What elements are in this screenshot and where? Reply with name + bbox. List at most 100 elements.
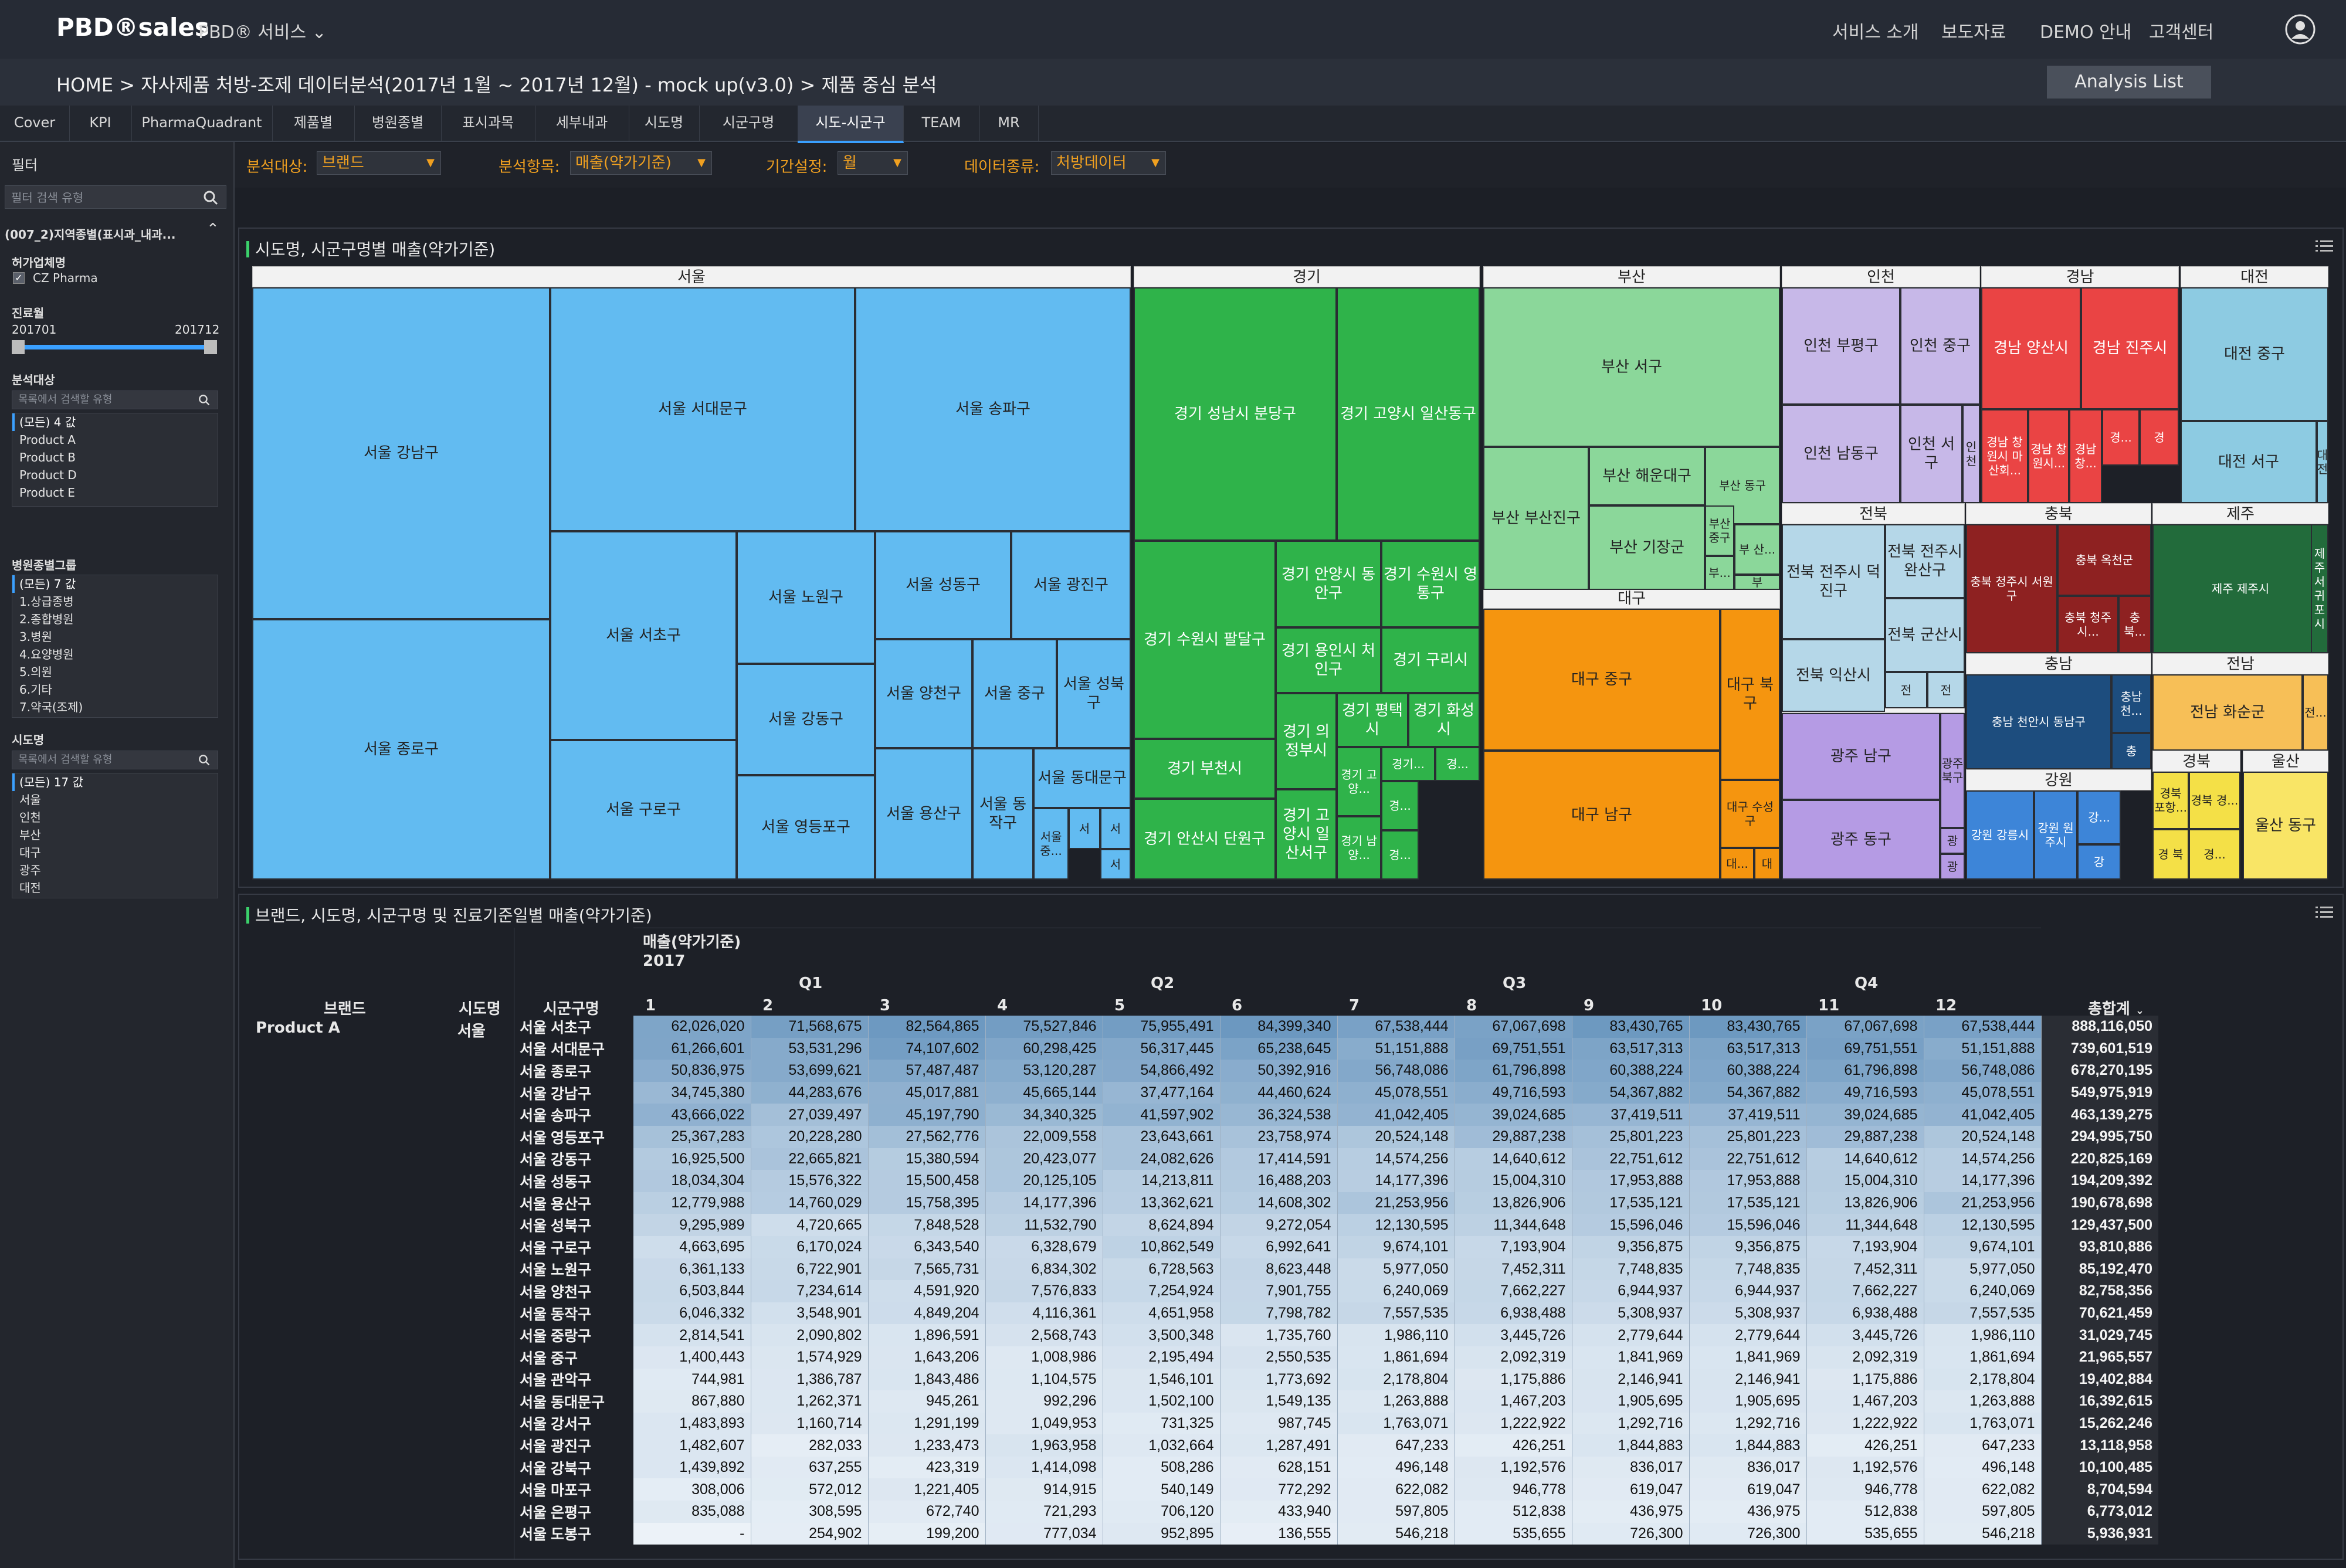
treemap-cell[interactable]: 충 <box>2111 733 2151 769</box>
tab-pharmaquadrant[interactable]: PharmaQuadrant <box>131 106 273 141</box>
treemap-cell[interactable]: 경기 부천시 <box>1134 739 1276 799</box>
target-item-all[interactable]: (모든) 4 값 <box>12 413 218 431</box>
treemap-cell[interactable]: 서울 영등포구 <box>737 775 875 880</box>
treemap-cell[interactable]: 대전 중구 <box>2181 287 2328 421</box>
target-item[interactable]: Product B <box>19 450 76 464</box>
treemap-cell[interactable]: 경남 진주시 <box>2081 287 2179 409</box>
menu-icon[interactable] <box>2316 905 2333 918</box>
treemap-cell[interactable]: 서울 광진구 <box>1011 531 1131 639</box>
treemap-cell[interactable]: 대 <box>1754 848 1780 880</box>
treemap-cell[interactable]: 경기 화성시 <box>1408 693 1480 747</box>
treemap-cell[interactable]: 충북 옥천군 <box>2057 524 2151 596</box>
treemap-cell[interactable]: 서울 양천구 <box>875 639 972 748</box>
treemap-cell[interactable]: 경기 의정부시 <box>1276 693 1337 789</box>
treemap-cell[interactable]: 강 <box>2077 844 2121 880</box>
total-header[interactable]: 총합계 ⌄ <box>2088 997 2144 1019</box>
tab-internal-med[interactable]: 세부내과 <box>535 106 629 141</box>
tab-mr[interactable]: MR <box>979 106 1039 141</box>
search-icon[interactable] <box>203 190 218 205</box>
treemap-cell[interactable]: 광주 북구 <box>1940 713 1965 828</box>
treemap-cell[interactable]: 서울 동대문구 <box>1033 748 1131 808</box>
hospital-group-item[interactable]: 7.약국(조제) <box>19 700 83 714</box>
sido-item[interactable]: 인천 <box>19 810 41 824</box>
treemap-cell[interactable]: 경기 수원시 팔달구 <box>1134 541 1276 739</box>
treemap-cell[interactable]: 서울 서대문구 <box>550 287 855 531</box>
nav-support[interactable]: 고객센터 <box>2149 22 2214 43</box>
treemap-cell[interactable]: 전북 전주시 완산구 <box>1885 524 1965 598</box>
treemap-cell[interactable]: 전북 익산시 <box>1782 639 1885 712</box>
treemap-cell[interactable]: 서 <box>1069 808 1100 849</box>
treemap-cell[interactable]: 대... <box>1720 848 1754 880</box>
treemap-cell[interactable]: 경기 수원시 영통구 <box>1381 541 1480 627</box>
menu-icon[interactable] <box>2316 239 2333 252</box>
treemap-cell[interactable]: 서울 서초구 <box>550 531 737 740</box>
nav-service-intro[interactable]: 서비스 소개 <box>1832 22 1919 43</box>
tab-cover[interactable]: Cover <box>0 106 70 141</box>
tab-sigungu[interactable]: 시군구명 <box>699 106 798 141</box>
treemap-cell[interactable]: 대구 중구 <box>1483 609 1720 751</box>
company-checkbox[interactable]: ✓ <box>13 272 25 284</box>
treemap-cell[interactable]: 부 산... <box>1734 524 1780 575</box>
sido-item[interactable]: 대전 <box>19 881 41 895</box>
target-item[interactable]: Product A <box>19 433 76 447</box>
treemap-cell[interactable]: 전북 전주시 덕진구 <box>1782 524 1885 639</box>
treemap-cell[interactable]: 경남 창... <box>2069 409 2102 503</box>
tab-hospital-type[interactable]: 병원종별 <box>354 106 442 141</box>
hospital-group-item-all[interactable]: (모든) 7 값 <box>12 575 218 593</box>
treemap-cell[interactable]: 경 <box>2140 409 2179 466</box>
treemap-cell[interactable]: 경... <box>1381 781 1419 830</box>
treemap-cell[interactable]: 제주 제주시 <box>2152 524 2328 653</box>
analysis-list-button[interactable]: Analysis List <box>2047 66 2211 99</box>
breadcrumb[interactable]: HOME > 자사제품 처방-조제 데이터분석(2017년 1월 ~ 2017년… <box>56 74 937 96</box>
tab-sido[interactable]: 시도명 <box>629 106 700 141</box>
treemap-cell[interactable]: 부산 부산진구 <box>1483 447 1589 590</box>
collapse-icon[interactable]: ⌃ <box>206 220 219 238</box>
filter-period-select[interactable]: 월 ▼ <box>838 151 908 175</box>
treemap-cell[interactable]: 인천 남동구 <box>1782 405 1900 503</box>
treemap-cell[interactable]: 서 <box>1100 808 1131 849</box>
treemap-cell[interactable]: 경기... <box>1381 747 1435 781</box>
tab-kpi[interactable]: KPI <box>69 106 132 141</box>
treemap-cell[interactable]: 강... <box>2077 790 2121 844</box>
treemap-cell[interactable]: 서 <box>1100 849 1131 880</box>
treemap-cell[interactable]: 경기 구리시 <box>1381 627 1480 693</box>
treemap-cell[interactable]: 경기 성남시 분당구 <box>1134 287 1337 541</box>
treemap-cell[interactable]: 충북 청주시... <box>2057 596 2118 653</box>
treemap-cell[interactable]: 서울 송파구 <box>855 287 1131 531</box>
treemap-cell[interactable]: 서울 동작구 <box>972 748 1033 880</box>
treemap-cell[interactable]: 부 <box>1734 575 1780 590</box>
tab-by-product[interactable]: 제품별 <box>272 106 355 141</box>
tab-team[interactable]: TEAM <box>903 106 980 141</box>
treemap-cell[interactable]: 서울 노원구 <box>737 531 875 664</box>
target-item[interactable]: Product D <box>19 468 77 482</box>
treemap-cell[interactable]: 전남 화순군 <box>2152 674 2303 751</box>
treemap-cell[interactable]: 충남 천... <box>2111 674 2151 733</box>
treemap-cell[interactable]: 서울 중... <box>1033 808 1069 880</box>
hospital-group-item[interactable]: 6.기타 <box>19 683 52 697</box>
target-search-input[interactable]: 목록에서 검색할 유형 <box>12 391 218 409</box>
tab-sido-sigungu[interactable]: 시도-시군구 <box>798 106 904 143</box>
user-icon[interactable] <box>2285 14 2316 45</box>
treemap-cell[interactable]: 대 전 <box>2317 421 2328 503</box>
treemap-cell[interactable]: 부... <box>1705 556 1734 590</box>
treemap-cell[interactable]: 서울 강동구 <box>737 664 875 775</box>
treemap-cell[interactable]: 충남 천안시 동남구 <box>1966 674 2111 769</box>
treemap-cell[interactable]: 경기 평택시 <box>1337 693 1408 747</box>
tab-specialty[interactable]: 표시과목 <box>441 106 535 141</box>
treemap-cell[interactable]: 광 <box>1940 854 1965 880</box>
treemap-cell[interactable]: 서울 성동구 <box>875 531 1011 639</box>
treemap-cell[interactable]: 광주 남구 <box>1782 713 1940 800</box>
treemap-cell[interactable]: 경기 남양... <box>1337 816 1381 880</box>
filter-search-input[interactable]: 필터 검색 유형 <box>5 185 226 209</box>
treemap-cell[interactable]: 인 천 <box>1962 405 1980 503</box>
treemap-cell[interactable]: 제주 서귀포시 <box>2311 524 2328 653</box>
treemap-cell[interactable]: 경남 창원시... <box>2028 409 2069 503</box>
filter-datatype-select[interactable]: 처방데이터 ▼ <box>1051 151 1166 175</box>
sido-item-all[interactable]: (모든) 17 값 <box>12 773 218 791</box>
filter-measure-select[interactable]: 매출(약가기준) ▼ <box>570 151 712 175</box>
treemap-cell[interactable]: 전 <box>1927 672 1965 708</box>
treemap-cell[interactable]: 강원 강릉시 <box>1966 790 2034 880</box>
sido-item[interactable]: 광주 <box>19 863 41 877</box>
treemap-cell[interactable]: 경기 고양시 일산동구 <box>1337 287 1480 541</box>
treemap-cell[interactable]: 부산 중구 <box>1705 505 1734 556</box>
